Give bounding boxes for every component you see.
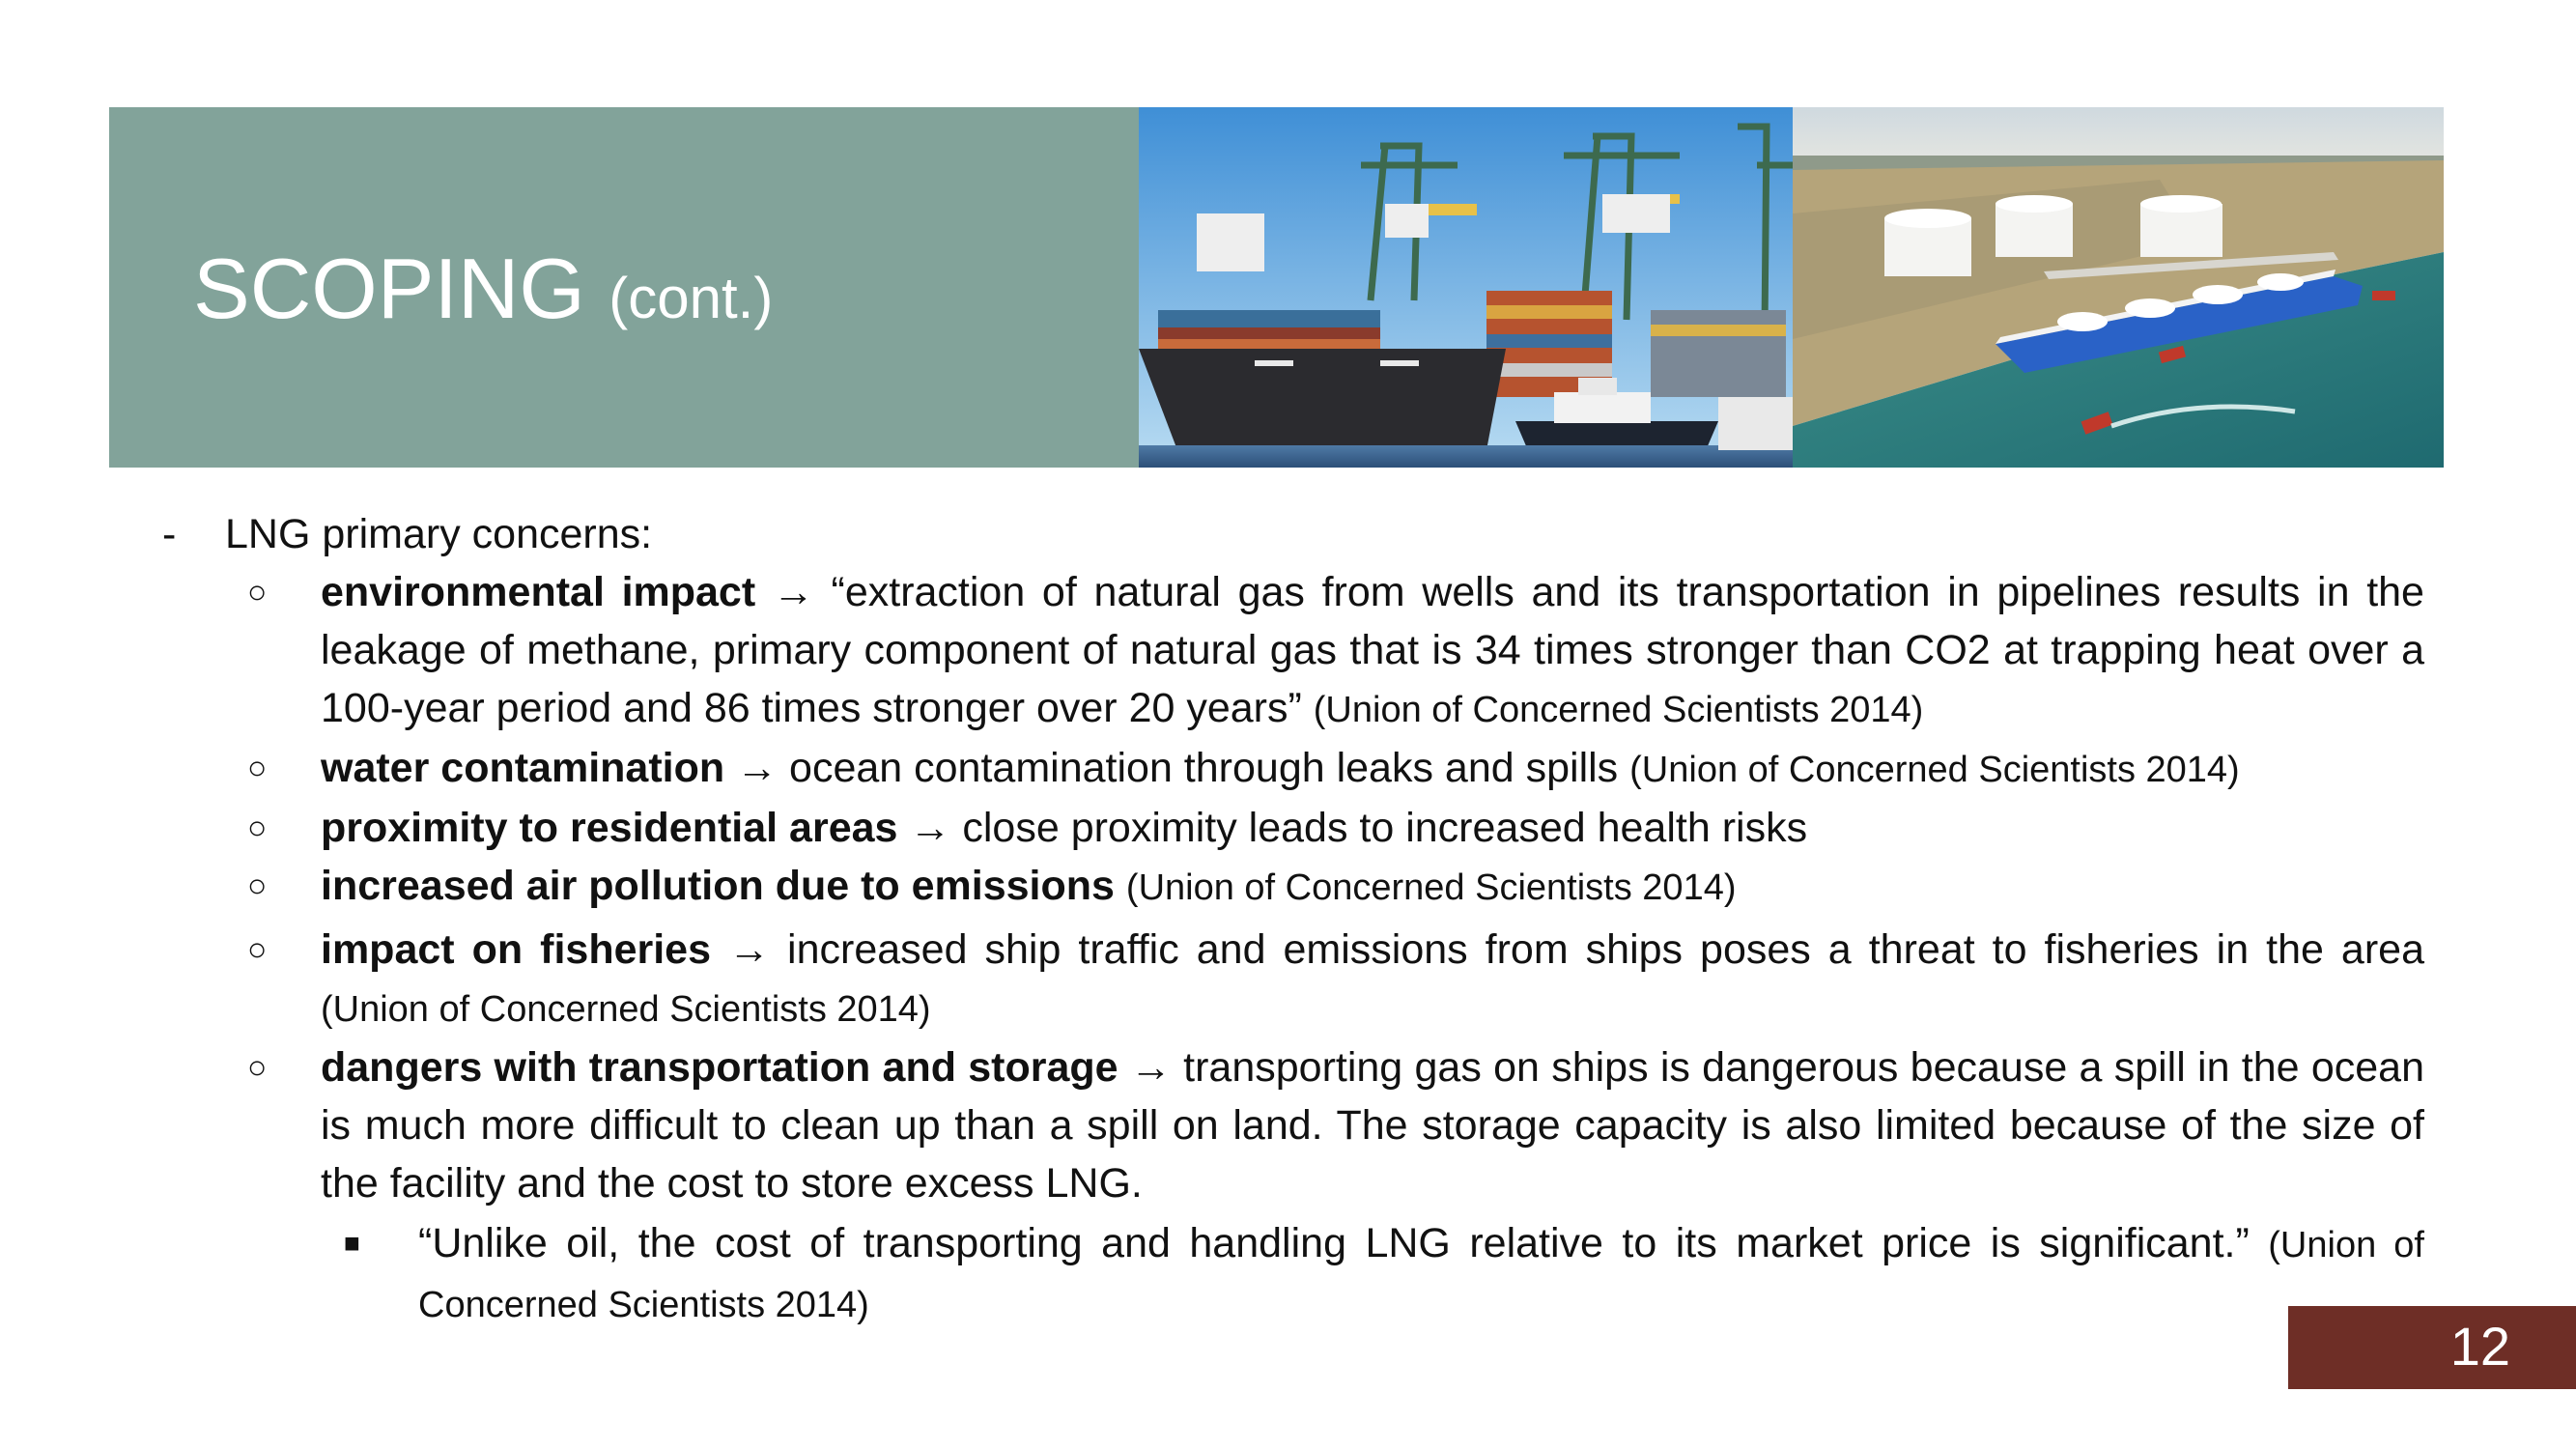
item-text: ocean contamination through leaks and sp…: [789, 745, 1619, 791]
term: impact on fisheries: [321, 926, 712, 973]
container-ship-illustration: [1139, 107, 1793, 468]
item-text: transporting gas on ships is dangerous b…: [321, 1044, 2425, 1207]
intro-text: LNG primary concerns:: [225, 511, 653, 557]
term: increased air pollution due to emissions: [321, 863, 1115, 909]
quote-text: “Unlike oil, the cost of transporting an…: [418, 1220, 2250, 1266]
circle-bullet: ○: [247, 574, 268, 611]
arrow-icon: →: [772, 569, 814, 615]
term: proximity to residential areas: [321, 805, 898, 851]
term: environmental impact: [321, 569, 756, 615]
slide-content: - LNG primary concerns: ○ environmental …: [155, 505, 2424, 1334]
list-item-environmental-impact: ○ environmental impact → “extraction of …: [155, 563, 2424, 739]
container-ship-port-photo: [1139, 107, 1793, 468]
citation: (Union of Concerned Scientists 2014): [321, 989, 931, 1030]
citation: (Union of Concerned Scientists 2014): [1125, 867, 1737, 908]
lng-terminal-tanker-photo: [1793, 107, 2444, 468]
list-item-fisheries: ○ impact on fisheries → increased ship t…: [155, 921, 2424, 1038]
item-text: “extraction of natural gas from wells an…: [321, 569, 2424, 731]
item-text: close proximity leads to increased healt…: [962, 805, 1808, 851]
arrow-icon: →: [736, 745, 778, 791]
dash-bullet: -: [162, 511, 177, 557]
citation: (Union of Concerned Scientists 2014): [418, 1225, 2424, 1325]
list-item-water-contamination: ○ water contamination → ocean contaminat…: [155, 739, 2424, 799]
arrow-icon: →: [909, 805, 951, 851]
list-item-air-pollution: ○ increased air pollution due to emissio…: [155, 857, 2424, 917]
citation: (Union of Concerned Scientists 2014): [1629, 750, 2240, 790]
header-block: [109, 107, 1139, 468]
circle-bullet: ○: [247, 931, 268, 968]
slide-title-main: SCOPING: [193, 241, 585, 336]
term: water contamination: [321, 745, 725, 791]
circle-bullet: ○: [247, 867, 268, 904]
circle-bullet: ○: [247, 750, 268, 786]
arrow-icon: →: [728, 926, 771, 973]
item-text: increased ship traffic and emissions fro…: [787, 926, 2424, 973]
circle-bullet: ○: [247, 810, 268, 846]
list-subitem-lng-cost-quote: ■ “Unlike oil, the cost of transporting …: [155, 1214, 2424, 1334]
page-number-box: 12: [2288, 1306, 2576, 1389]
citation: (Union of Concerned Scientists 2014): [1313, 690, 1924, 730]
list-item-lng-concerns: - LNG primary concerns:: [155, 505, 2424, 563]
lng-terminal-illustration: [1793, 107, 2444, 468]
slide-title: SCOPING (cont.): [193, 246, 773, 331]
square-bullet: ■: [344, 1228, 360, 1258]
list-item-transportation-storage: ○ dangers with transportation and storag…: [155, 1038, 2424, 1212]
page-number: 12: [2449, 1316, 2510, 1377]
circle-bullet: ○: [247, 1049, 268, 1086]
term: dangers with transportation and storage: [321, 1044, 1118, 1091]
arrow-icon: →: [1129, 1044, 1172, 1091]
list-item-proximity-residential: ○ proximity to residential areas → close…: [155, 799, 2424, 857]
slide-title-suffix: (cont.): [609, 266, 774, 330]
